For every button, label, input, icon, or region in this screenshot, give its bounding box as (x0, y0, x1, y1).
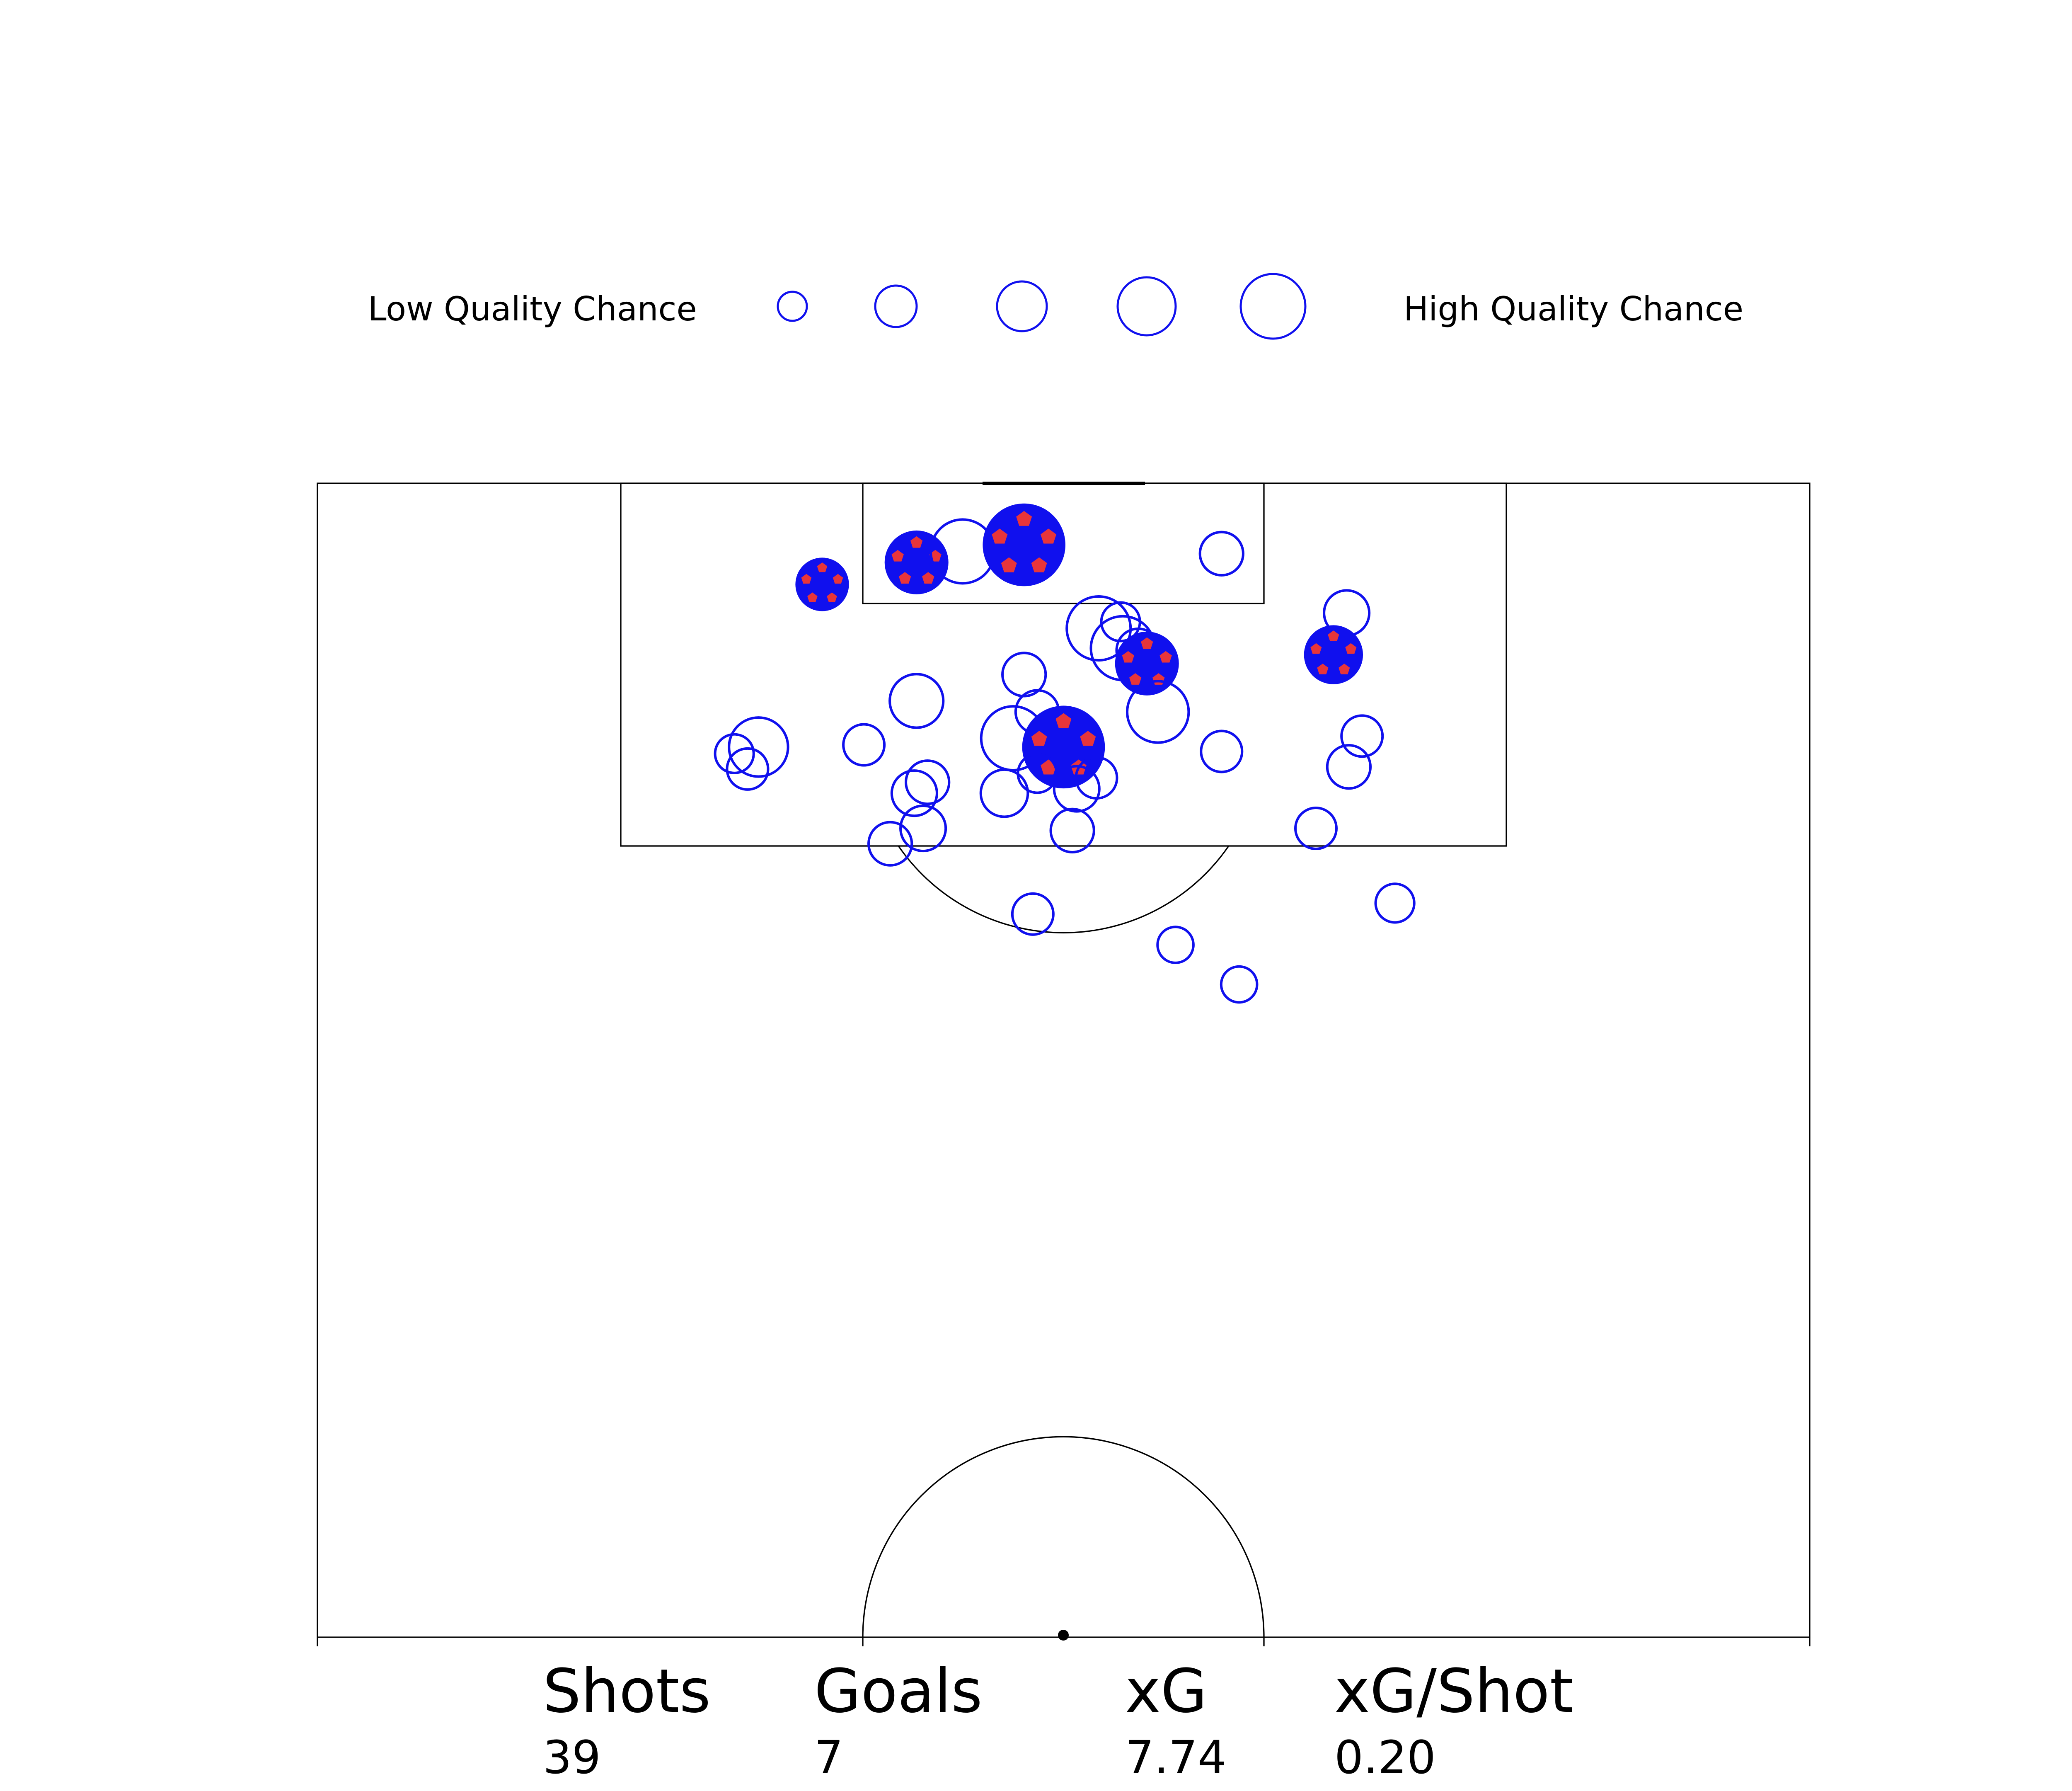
ball-patch (1159, 651, 1172, 663)
shot-marker (1220, 965, 1259, 1004)
ball-patch (922, 572, 934, 584)
ball-center-patch (1017, 537, 1031, 551)
legend-circle (874, 284, 918, 328)
shot-marker (1053, 765, 1101, 813)
ball-patch (833, 574, 843, 584)
ball-patch (801, 574, 812, 584)
shot-marker (899, 805, 947, 853)
stat-label-xg: xG (1125, 1656, 1207, 1726)
shot-marker (1340, 714, 1384, 758)
shot-marker (726, 747, 770, 791)
shot-marker (905, 759, 951, 805)
ball-patch (1016, 511, 1032, 526)
ball-patch (899, 572, 911, 584)
stats-panel: Shots 39 Goals 7 xG 7.74 xG/Shot 0.20 (543, 1656, 1573, 1784)
legend-circle (1239, 273, 1307, 340)
ball-patch (1041, 528, 1056, 544)
goal-shot-marker (795, 557, 849, 611)
ball-patch (827, 592, 837, 602)
stat-label-xg-per-shot: xG/Shot (1334, 1656, 1573, 1726)
shot-marker (1049, 807, 1095, 853)
ball-patch (1031, 731, 1047, 746)
ball-center-patch (817, 579, 827, 589)
ball-patch (1339, 664, 1350, 674)
center-circle (862, 1436, 1265, 1638)
legend-low-label: Low Quality Chance (368, 290, 697, 328)
stat-value-xg: 7.74 (1125, 1731, 1227, 1784)
stat-value-xg-per-shot: 0.20 (1334, 1731, 1436, 1784)
ball-patch (891, 550, 904, 562)
shot-marker (1126, 680, 1190, 744)
goal-shot-marker (1022, 705, 1105, 789)
stat-label-goals: Goals (814, 1656, 983, 1726)
shot-marker (1294, 807, 1338, 851)
penalty-arc (898, 846, 1230, 933)
shot-marker (728, 716, 789, 778)
stat-value-shots: 39 (543, 1731, 601, 1784)
shot-marker (890, 769, 938, 817)
legend: Low Quality Chance High Quality Chance (368, 273, 1743, 340)
ball-patch (1055, 713, 1072, 728)
ball-center-patch (911, 557, 922, 567)
ball-patch (1031, 557, 1047, 572)
ball-patch (1001, 557, 1017, 572)
ball-patch (807, 592, 818, 602)
ball-center-patch (1141, 658, 1152, 668)
ball-patch (910, 536, 923, 548)
shot-marker (1326, 744, 1372, 790)
ball-patch (1129, 673, 1142, 685)
ball-center-patch (1056, 739, 1071, 753)
legend-circle (1116, 276, 1177, 337)
shot-marker (1156, 926, 1195, 964)
shot-marker (1011, 892, 1055, 936)
shot-marker (842, 723, 886, 767)
ball-patch (817, 562, 828, 572)
ball-patch (1345, 643, 1357, 654)
ball-patch (992, 528, 1008, 544)
legend-high-label: High Quality Chance (1404, 290, 1743, 328)
ball-patch (1141, 637, 1153, 649)
shot-marker (867, 821, 913, 867)
ball-center-patch (1328, 649, 1339, 659)
shot-marker (1065, 595, 1132, 662)
goal-shot-marker (884, 530, 949, 594)
legend-circle (777, 291, 808, 322)
shot-marker (1198, 531, 1244, 577)
ball-patch (1122, 651, 1134, 663)
shot-marker (714, 733, 755, 774)
ball-patch (1310, 643, 1322, 654)
center-spot (1058, 1630, 1069, 1641)
ball-patch (1328, 630, 1339, 641)
shot-marker (888, 673, 945, 729)
pitch (317, 482, 1811, 1646)
ball-patch (1080, 731, 1096, 746)
shot-marker (1100, 601, 1141, 642)
goal-shot-marker (1115, 631, 1179, 696)
shot-marker (979, 768, 1029, 818)
shot-marker (1374, 882, 1416, 924)
shot-marker (1200, 729, 1244, 773)
legend-circle (996, 280, 1048, 332)
goal-shot-marker (1304, 625, 1363, 684)
shot-marker (1017, 753, 1058, 794)
ball-patch (1317, 664, 1329, 674)
shots-layer (714, 503, 1416, 1004)
stat-label-shots: Shots (543, 1656, 711, 1726)
legend-size-circles (777, 273, 1307, 340)
stat-value-goals: 7 (814, 1731, 843, 1784)
goal-shot-marker (983, 503, 1065, 586)
